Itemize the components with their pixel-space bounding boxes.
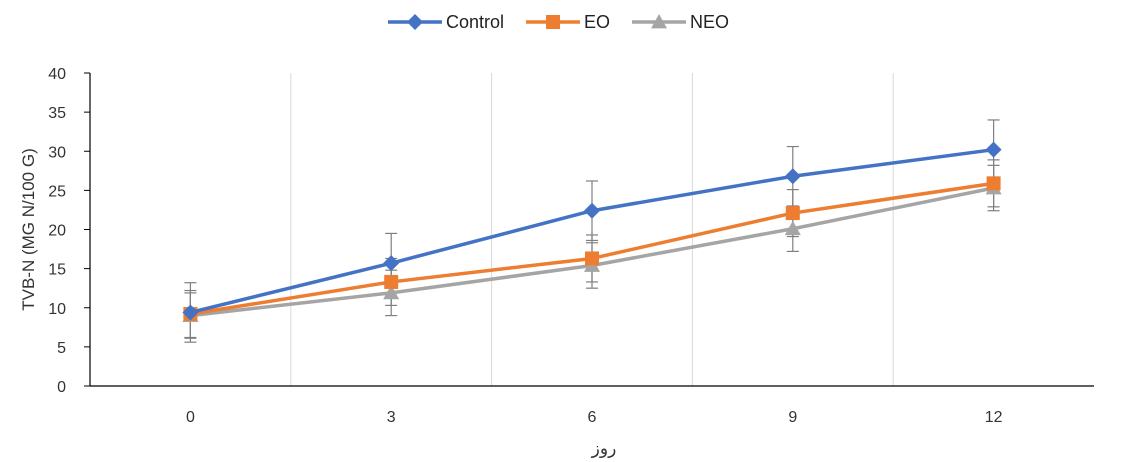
x-tick-label: 3	[387, 409, 396, 426]
gridlines	[290, 73, 894, 386]
data-point-neo	[784, 220, 801, 236]
data-point-eo	[585, 251, 599, 266]
x-tick-label: 0	[186, 409, 195, 426]
y-axis-title: TVB-N (MG N/100 G)	[19, 148, 38, 310]
x-tick-label: 6	[588, 409, 597, 426]
y-tick-label: 40	[48, 66, 66, 83]
y-tick-label: 15	[48, 262, 66, 279]
data-point-control	[584, 202, 600, 219]
error-bars-control	[184, 119, 1000, 343]
data-point-control	[784, 168, 801, 185]
legend-swatch-marker	[407, 14, 423, 30]
legend-item-eo: EO	[526, 12, 610, 32]
y-tick-label: 30	[48, 144, 66, 161]
y-tick-label: 25	[48, 183, 66, 200]
x-axis-title: روز	[591, 439, 617, 458]
y-tick-label: 35	[48, 105, 66, 122]
y-tick-label: 5	[57, 340, 66, 357]
data-point-neo	[383, 284, 400, 300]
legend-label: NEO	[690, 12, 729, 32]
legend-label: EO	[584, 12, 610, 32]
data-point-control	[182, 304, 199, 321]
legend: Control EO NEO	[388, 12, 729, 32]
legend-item-control: Control	[388, 12, 504, 32]
y-tick-label: 0	[57, 379, 66, 396]
y-tick-label: 10	[48, 301, 66, 318]
data-point-control	[383, 255, 400, 272]
data-point-eo	[986, 176, 1001, 191]
x-tick-label: 9	[788, 409, 797, 426]
x-tick-label: 12	[985, 409, 1003, 426]
series-control	[182, 141, 1002, 321]
data-point-control	[985, 141, 1002, 158]
legend-swatch-marker	[651, 14, 668, 29]
data-point-eo	[384, 274, 399, 289]
legend-item-neo: NEO	[632, 12, 729, 32]
data-point-eo	[785, 206, 800, 221]
x-axis-ticks: 0 3 6 9 12	[186, 409, 1003, 426]
y-axis-ticks: 0 5 10 15 20 25 30 35 40	[48, 66, 90, 396]
legend-swatch-marker	[546, 15, 561, 29]
legend-label: Control	[446, 12, 504, 32]
y-tick-label: 20	[48, 223, 66, 240]
series-layer	[182, 119, 1002, 343]
